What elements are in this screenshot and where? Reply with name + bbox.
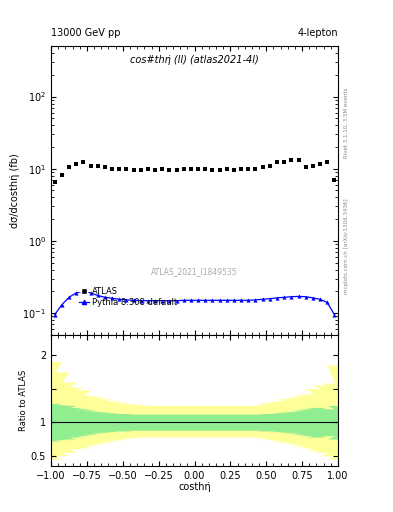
Y-axis label: dσ/dcosthη̇ (fb): dσ/dcosthη̇ (fb) (9, 153, 20, 228)
Text: cos#thη̇ (ll) (atlas2021-4l): cos#thη̇ (ll) (atlas2021-4l) (130, 55, 259, 65)
Text: Rivet 3.1.10, 3.5M events: Rivet 3.1.10, 3.5M events (344, 88, 349, 158)
Text: 13000 GeV pp: 13000 GeV pp (51, 28, 121, 38)
Text: mcplots.cern.ch [arXiv:1306.3436]: mcplots.cern.ch [arXiv:1306.3436] (344, 198, 349, 293)
Y-axis label: Ratio to ATLAS: Ratio to ATLAS (19, 370, 28, 431)
Legend: ATLAS, Pythia 8.308 default: ATLAS, Pythia 8.308 default (78, 287, 178, 308)
X-axis label: costhη̇: costhη̇ (178, 482, 211, 492)
Text: ATLAS_2021_I1849535: ATLAS_2021_I1849535 (151, 267, 238, 276)
Text: 4-lepton: 4-lepton (298, 28, 338, 38)
